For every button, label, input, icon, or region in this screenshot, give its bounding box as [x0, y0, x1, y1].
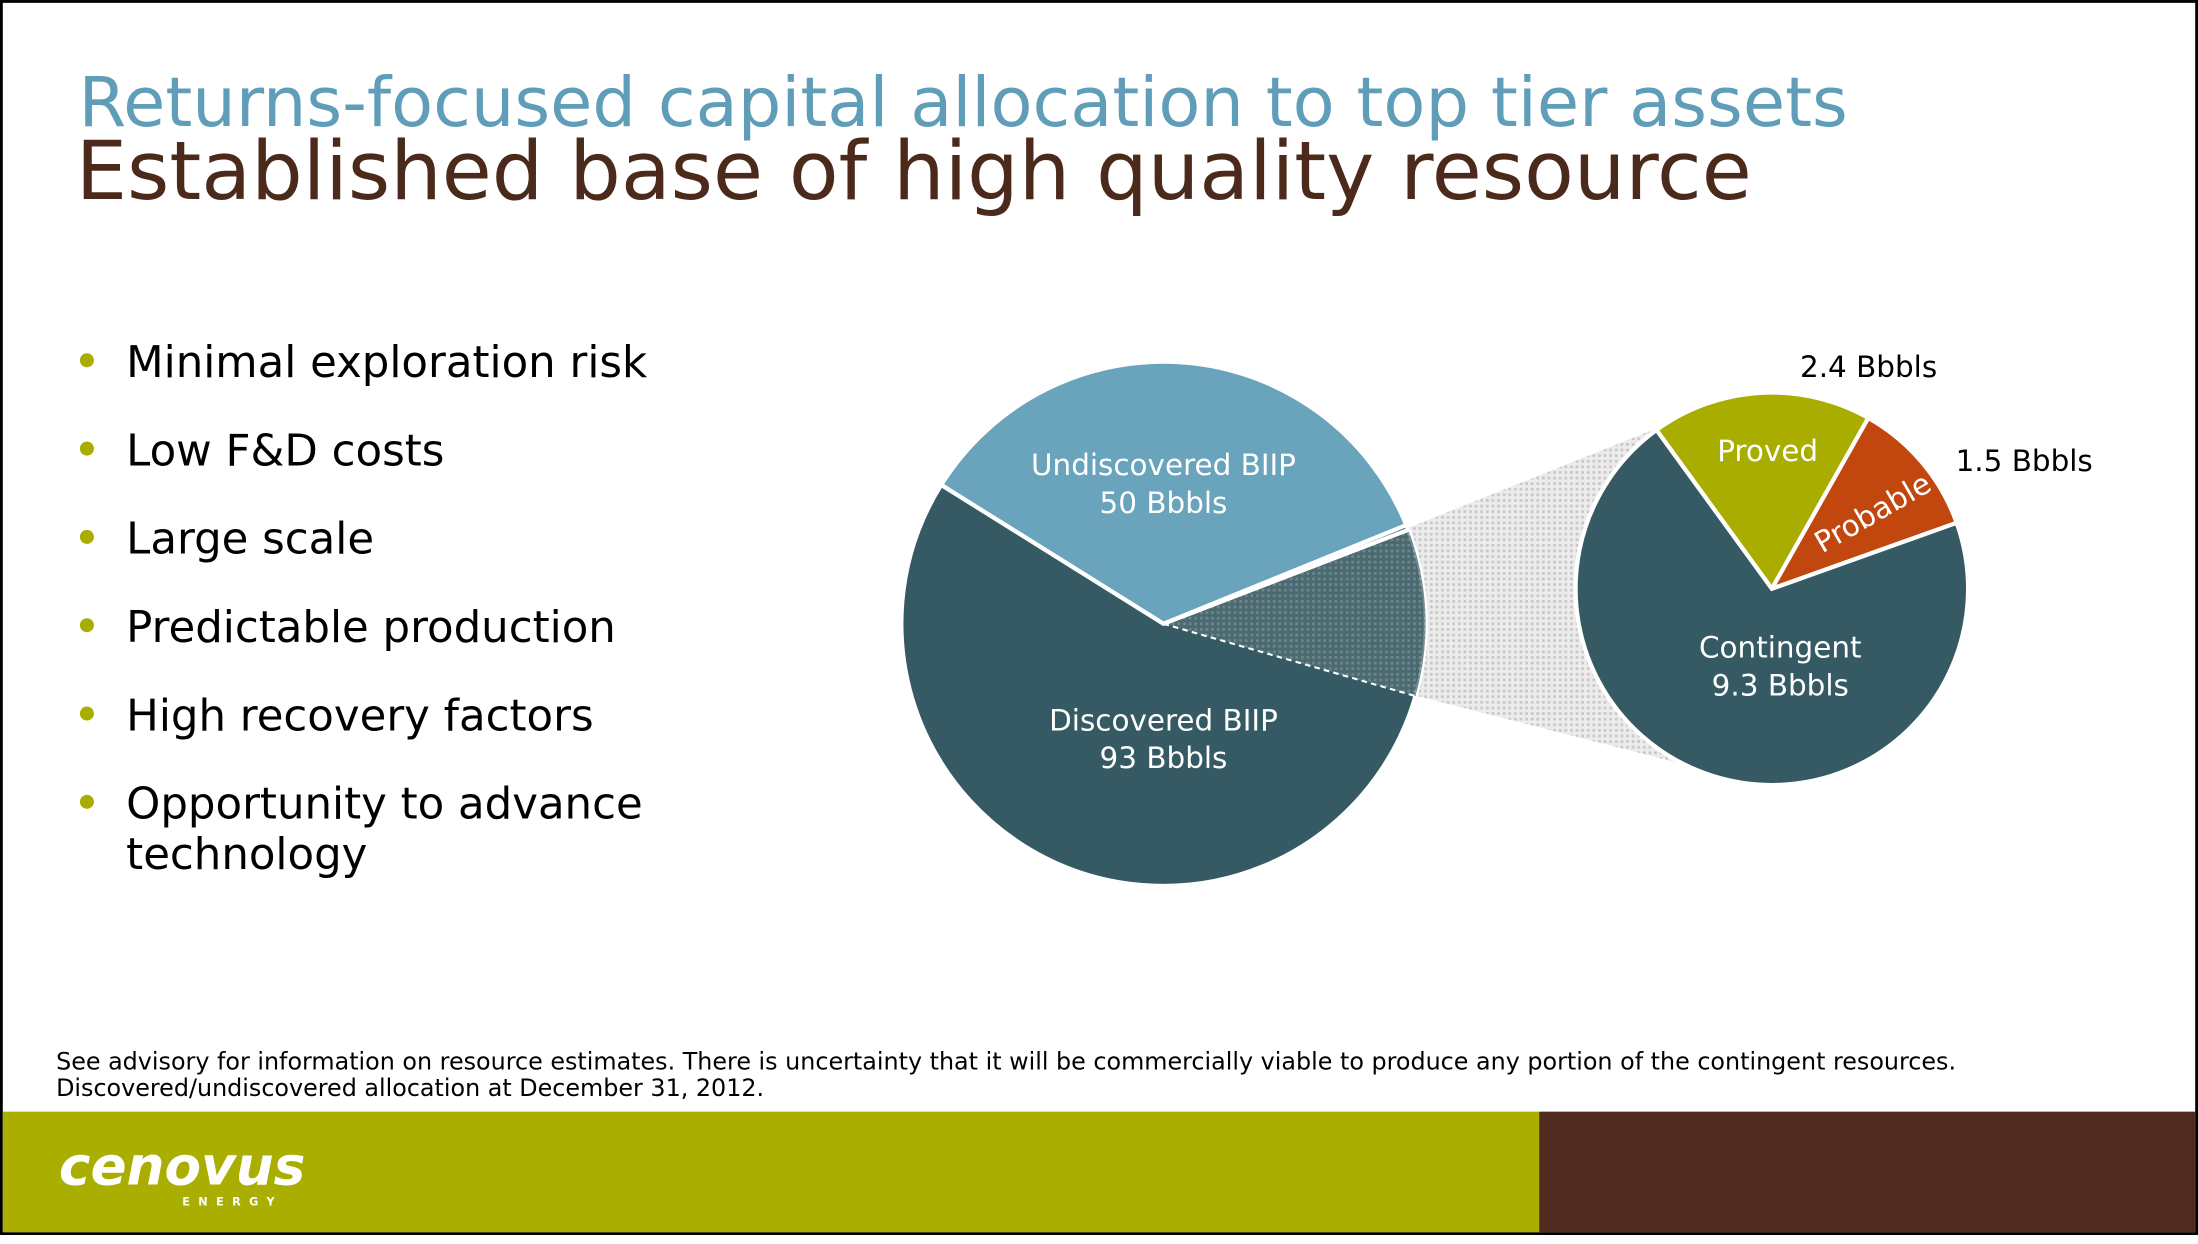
- footer-band: [1539, 1111, 2196, 1233]
- pie-slice: [1767, 415, 1960, 593]
- slide-subtitle: Established base of high quality resourc…: [76, 125, 1752, 219]
- bullet-dot: [79, 794, 94, 809]
- pie-slice: [1573, 427, 1971, 788]
- slice-value-label: 2.4 Bbbls: [1800, 350, 1937, 384]
- footnote: Discovered/undiscovered allocation at De…: [56, 1074, 764, 1102]
- zoom-region: [1163, 529, 1426, 697]
- pie-slice: [938, 359, 1410, 627]
- slide-title: Returns-focused capital allocation to to…: [79, 63, 1848, 143]
- slice-value-label: 9.3 Bbbls: [1712, 668, 1849, 702]
- logo: cenovus: [59, 1136, 306, 1198]
- slice-label: Discovered BIIP: [1049, 703, 1278, 737]
- footer-band: [2, 1111, 1540, 1233]
- bullet-dot: [79, 618, 94, 633]
- logo-tagline: ENERGY: [182, 1196, 283, 1209]
- bullet-text: Predictable production: [126, 603, 616, 653]
- bullet-dot: [79, 353, 94, 368]
- bullet-text: technology: [126, 830, 367, 880]
- zoom-edge: [1163, 622, 1416, 698]
- slice-label: Proved: [1717, 434, 1818, 468]
- zoom-edge: [1162, 527, 1409, 626]
- bullet-list: Minimal exploration risk Low F&D costs Lar…: [79, 338, 648, 880]
- slice-value-label: 50 Bbbls: [1100, 486, 1228, 520]
- bullet-dot: [79, 529, 94, 544]
- bullet-text: Low F&D costs: [126, 426, 444, 476]
- footnote: See advisory for information on resource…: [56, 1048, 1956, 1076]
- slice-label: Undiscovered BIIP: [1031, 448, 1296, 482]
- pie-chart: Undiscovered BIIP 50 Bbbls Discovered BIIP…: [899, 359, 1428, 889]
- slice-value-label: 93 Bbbls: [1100, 741, 1228, 775]
- bullet-dot: [79, 706, 94, 721]
- slice-label: Contingent: [1699, 630, 1862, 664]
- bullet-text: Opportunity to advance: [126, 780, 643, 830]
- bullet-text: High recovery factors: [126, 691, 593, 741]
- bullet-dot: [79, 441, 94, 456]
- slice-value-label: 1.5 Bbbls: [1956, 444, 2093, 478]
- bullet-text: Minimal exploration risk: [126, 338, 648, 388]
- bullet-text: Large scale: [126, 515, 374, 565]
- pie-slice: [1653, 390, 1872, 593]
